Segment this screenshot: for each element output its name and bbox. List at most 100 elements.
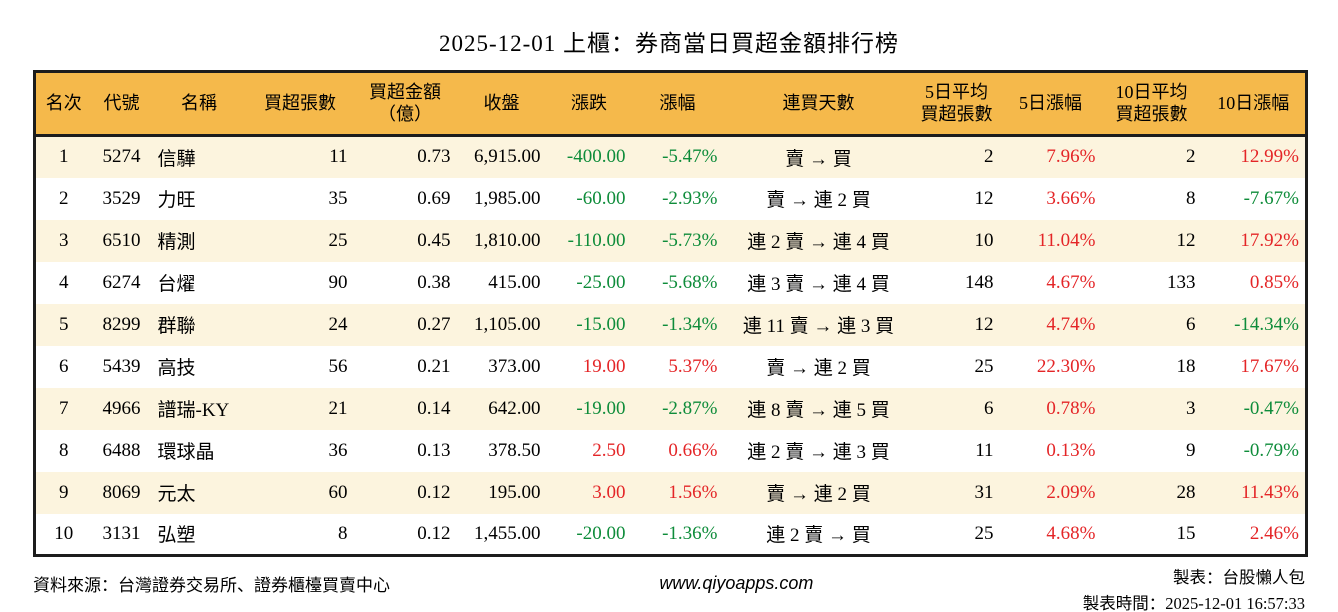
- cell-close: 415.00: [488, 271, 541, 293]
- cell-rank: 5: [34, 303, 92, 346]
- cell-code: 6510: [91, 219, 152, 262]
- cell-net_buy_volume: 21: [246, 387, 354, 430]
- website-text: www.qiyoapps.com: [659, 573, 814, 593]
- cell-chg10_pct: -7.67%: [1243, 187, 1299, 209]
- cell-chg10_pct: -0.47%: [1201, 387, 1307, 430]
- cell-net_buy_amount: 0.21: [417, 355, 451, 377]
- cell-close: 378.50: [488, 439, 541, 461]
- broker-net-buy-ranking-table: 名次 代號 名稱 買超張數 買超金額 （億） 收盤 漲跌 漲幅 連買天數 5日平均 買超張數 5日漲…: [33, 70, 1308, 557]
- column-header-chg5_pct: 5日漲幅: [999, 71, 1102, 137]
- cell-close: 6,915.00: [456, 135, 547, 178]
- cell-consecutive_buy_days: 連 8 賣 → 連 5 買: [723, 387, 914, 430]
- cell-code: 3131: [102, 522, 141, 544]
- cell-chg5_pct: 7.96%: [999, 135, 1102, 178]
- cell-change: -60.00: [576, 187, 626, 209]
- cell-chg5_pct: 2.09%: [999, 471, 1102, 514]
- cell-net_buy_amount: 0.14: [353, 387, 457, 430]
- cell-change_pct: -5.68%: [662, 271, 718, 293]
- cell-avg10_net_buy_volume: 15: [1176, 522, 1196, 544]
- column-header-consecutive_buy_days: 連買天數: [723, 71, 914, 137]
- cell-consecutive_buy_days: 賣 → 連 2 買: [766, 190, 871, 211]
- cell-code: 8069: [91, 471, 152, 514]
- table-header-row: 名次 代號 名稱 買超張數 買超金額 （億） 收盤 漲跌 漲幅 連買天數 5日平均 買超張數 5日漲…: [34, 71, 1307, 137]
- cell-avg10_net_buy_volume: 6: [1101, 303, 1202, 346]
- cell-net_buy_volume: 90: [328, 271, 348, 293]
- column-header-code: 代號: [91, 71, 152, 137]
- cell-name: 群聯: [151, 303, 247, 346]
- cell-consecutive_buy_days: 賣 → 連 2 買: [766, 358, 871, 379]
- cell-consecutive_buy_days: 連 2 賣 → 連 4 買: [723, 219, 914, 262]
- cell-net_buy_amount: 0.69: [417, 187, 451, 209]
- cell-consecutive_buy_days: 連 3 賣 → 連 4 買: [747, 274, 890, 295]
- cell-close: 1,105.00: [456, 303, 547, 346]
- cell-change_pct: -1.34%: [631, 303, 724, 346]
- cell-net_buy_volume: 8: [338, 522, 348, 544]
- cell-net_buy_volume: 24: [246, 303, 354, 346]
- cell-avg10_net_buy_volume: 18: [1176, 355, 1196, 377]
- page-title: 2025-12-01 上櫃：券商當日買超金額排行榜: [438, 31, 900, 56]
- cell-name: 信驊: [151, 135, 247, 178]
- cell-change: -400.00: [546, 135, 632, 178]
- cell-close: 1,455.00: [474, 522, 541, 544]
- cell-avg10_net_buy_volume: 3: [1101, 387, 1202, 430]
- column-header-avg5_net_buy_volume: 5日平均 買超張數: [913, 71, 1000, 137]
- table-row: 3 6510 精測 25 0.45 1,810.00 -110.00 -5.73% 連 2 賣 …: [34, 219, 1307, 262]
- cell-code: 3529: [102, 187, 141, 209]
- column-header-close: 收盤: [456, 71, 547, 137]
- cell-avg5_net_buy_volume: 148: [965, 271, 994, 293]
- cell-name: 力旺: [157, 190, 196, 211]
- cell-net_buy_amount: 0.27: [353, 303, 457, 346]
- cell-consecutive_buy_days: 賣 → 連 2 買: [723, 471, 914, 514]
- cell-change_pct: 0.66%: [668, 439, 718, 461]
- column-header-change: 漲跌: [546, 71, 632, 137]
- cell-chg10_pct: -0.79%: [1243, 439, 1299, 461]
- cell-rank: 2: [59, 187, 69, 209]
- cell-chg5_pct: 4.74%: [999, 303, 1102, 346]
- cell-net_buy_volume: 11: [246, 135, 354, 178]
- cell-net_buy_amount: 0.38: [417, 271, 451, 293]
- cell-name: 精測: [151, 219, 247, 262]
- cell-name: 環球晶: [157, 442, 215, 463]
- cell-change_pct: 1.56%: [631, 471, 724, 514]
- cell-name: 高技: [157, 358, 196, 379]
- cell-chg10_pct: 17.92%: [1201, 219, 1307, 262]
- cell-net_buy_amount: 0.12: [417, 522, 451, 544]
- cell-chg10_pct: 12.99%: [1201, 135, 1307, 178]
- table-row: 7 4966 譜瑞-KY 21 0.14 642.00 -19.00 -2.87% 連 8 賣 …: [34, 387, 1307, 430]
- cell-net_buy_volume: 35: [328, 187, 348, 209]
- cell-net_buy_amount: 0.73: [353, 135, 457, 178]
- cell-net_buy_volume: 56: [328, 355, 348, 377]
- cell-avg5_net_buy_volume: 12: [913, 303, 1000, 346]
- cell-change_pct: -5.47%: [631, 135, 724, 178]
- table-row: 2 3529 力旺 35 0.69 1,985.00 -60.00 -2.93% 賣 → 連 2…: [35, 178, 1307, 220]
- cell-chg5_pct: 3.66%: [1046, 187, 1096, 209]
- column-header-change_pct: 漲幅: [631, 71, 724, 137]
- cell-avg5_net_buy_volume: 31: [913, 471, 1000, 514]
- cell-chg5_pct: 0.78%: [999, 387, 1102, 430]
- cell-close: 1,985.00: [474, 187, 541, 209]
- cell-avg5_net_buy_volume: 11: [975, 439, 994, 461]
- cell-chg5_pct: 0.13%: [1046, 439, 1096, 461]
- cell-change: -25.00: [576, 271, 626, 293]
- cell-code: 4966: [91, 387, 152, 430]
- cell-change: -20.00: [576, 522, 626, 544]
- cell-change: 3.00: [546, 471, 632, 514]
- cell-change: -15.00: [546, 303, 632, 346]
- cell-avg10_net_buy_volume: 2: [1101, 135, 1202, 178]
- cell-rank: 10: [54, 522, 74, 544]
- cell-change_pct: 5.37%: [668, 355, 718, 377]
- cell-net_buy_volume: 36: [328, 439, 348, 461]
- cell-net_buy_amount: 0.45: [353, 219, 457, 262]
- table-row: 10 3131 弘塑 8 0.12 1,455.00 -20.00 -1.36% 連 2 賣 →…: [35, 514, 1307, 556]
- column-header-rank: 名次: [34, 71, 92, 137]
- cell-close: 1,810.00: [456, 219, 547, 262]
- cell-code: 5274: [91, 135, 152, 178]
- cell-name: 元太: [151, 471, 247, 514]
- cell-change: 2.50: [592, 439, 626, 461]
- cell-net_buy_volume: 25: [246, 219, 354, 262]
- cell-avg10_net_buy_volume: 9: [1186, 439, 1196, 461]
- cell-avg5_net_buy_volume: 25: [974, 522, 994, 544]
